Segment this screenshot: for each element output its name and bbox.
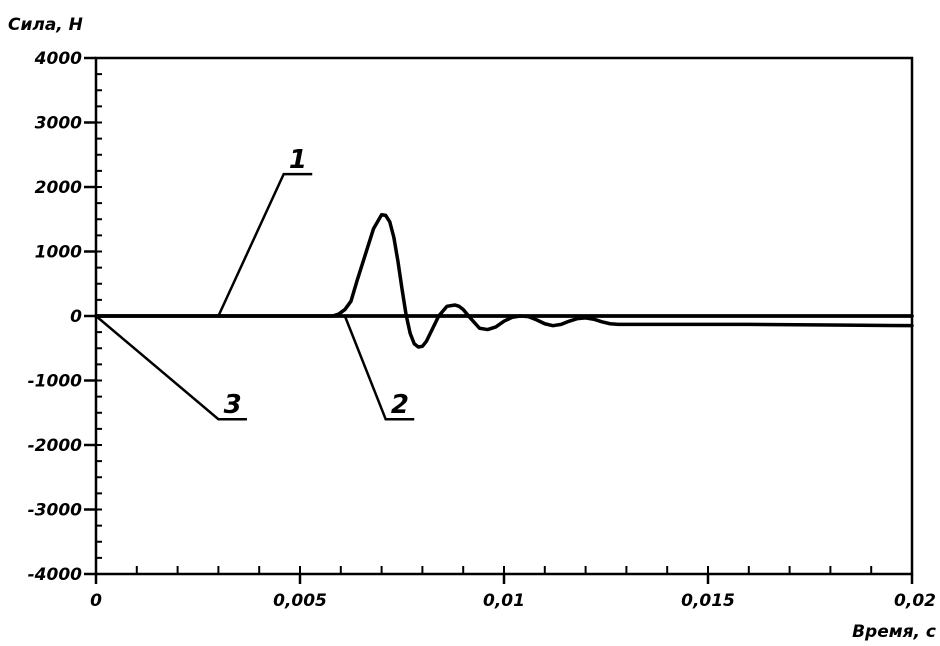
leader-line-1: [217, 172, 313, 317]
leader-line-3: [95, 315, 247, 421]
y-tick-label: 4000: [34, 49, 82, 69]
y-tick-label: 3000: [35, 114, 82, 134]
x-tick-label: 0,02: [894, 591, 936, 611]
curve-label-1: 1: [289, 145, 307, 175]
series-line-1: [94, 212, 914, 349]
y-tick-label: 1000: [35, 243, 82, 263]
major-ticks: [84, 56, 914, 584]
y-tick-label: 2000: [35, 178, 82, 198]
leader-layer: 1 2 3: [95, 145, 415, 421]
minor-ticks: [96, 73, 873, 574]
y-tick-label: 0: [70, 307, 82, 327]
x-axis-title: Время, с: [852, 622, 936, 642]
x-tick-label: 0,01: [483, 591, 525, 611]
leader-line-2: [343, 315, 415, 421]
y-tick-label: -2000: [28, 436, 83, 456]
curve-label-2: 2: [391, 390, 409, 420]
y-tick-labels: 4000 3000 2000 1000 0 -1000 -2000 -3000 -4000: [28, 49, 83, 585]
curve-label-3: 3: [224, 390, 242, 420]
series-layer: [94, 212, 914, 349]
y-tick-label: -1000: [28, 372, 83, 392]
x-tick-labels: 0 0,005 0,01 0,015 0,02: [90, 591, 936, 611]
y-axis-title: Сила, Н: [8, 15, 83, 35]
x-tick-label: 0,005: [273, 591, 327, 611]
x-tick-label: 0,015: [681, 591, 735, 611]
y-tick-label: -4000: [28, 565, 83, 585]
x-tick-label: 0: [90, 591, 102, 611]
y-tick-label: -3000: [28, 501, 83, 521]
